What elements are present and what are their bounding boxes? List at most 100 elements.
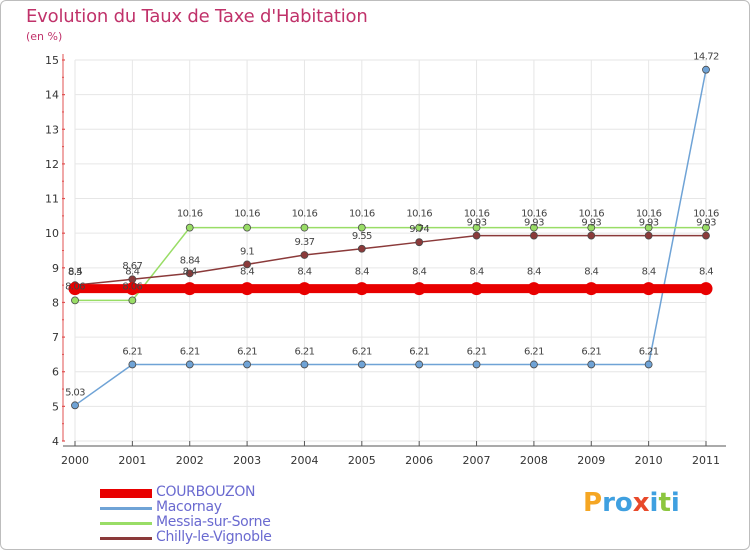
data-point-messia-sur-sorne (415, 223, 424, 232)
data-point-macornay (472, 360, 481, 369)
legend-item-messia: Messia-sur-Sorne (100, 514, 400, 531)
chart-title: Evolution du Taux de Taxe d'Habitation (26, 6, 368, 27)
x-tick-label: 2010 (635, 454, 663, 467)
data-point-chilly-le-vignoble (300, 251, 309, 259)
data-point-macornay (128, 360, 137, 369)
data-label-chilly-le-vignoble: 9.37 (295, 237, 315, 248)
logo-letter: i (649, 488, 659, 518)
data-label-macornay: 6.21 (524, 346, 544, 357)
data-label-macornay: 6.21 (352, 346, 372, 357)
data-label-messia-sur-sorne: 10.16 (464, 209, 490, 220)
data-label-chilly-le-vignoble: 8.5 (68, 267, 82, 278)
data-label-messia-sur-sorne: 10.16 (292, 209, 318, 220)
data-label-messia-sur-sorne: 10.16 (521, 209, 547, 220)
data-label-chilly-le-vignoble: 9.93 (639, 218, 659, 229)
y-tick-label: 11 (45, 193, 59, 206)
x-tick-label: 2008 (520, 454, 548, 467)
legend-label-messia: Messia-sur-Sorne (156, 514, 271, 530)
data-point-messia-sur-sorne (644, 223, 653, 232)
y-tick-label: 8 (52, 296, 59, 309)
data-label-chilly-le-vignoble: 9.1 (240, 246, 254, 257)
data-point-chilly-le-vignoble (185, 269, 194, 278)
y-tick-label: 6 (52, 366, 59, 379)
legend-item-macornay: Macornay (100, 499, 400, 516)
data-label-chilly-le-vignoble: 9.93 (581, 218, 601, 229)
data-point-macornay (300, 360, 309, 369)
data-point-messia-sur-sorne (243, 223, 251, 232)
legend-swatch-courbouzon (100, 489, 152, 498)
logo-letter: t (658, 488, 671, 518)
chart-subtitle: (en %) (26, 30, 63, 43)
data-label-courbouzon: 8.4 (240, 267, 254, 278)
data-point-messia-sur-sorne (530, 223, 538, 232)
data-point-chilly-le-vignoble (587, 231, 596, 240)
legend-label-chilly: Chilly-le-Vignoble (156, 529, 272, 545)
x-tick-label: 2009 (577, 454, 605, 467)
legend: COURBOUZON Macornay Messia-sur-Sorne Chi… (100, 484, 400, 546)
data-point-courbouzon (68, 282, 82, 296)
grid (74, 59, 707, 442)
logo-letter: P (583, 488, 603, 518)
data-label-chilly-le-vignoble: 9.93 (696, 218, 716, 229)
y-tick-label: 15 (45, 54, 59, 67)
logo-letter: i (670, 488, 680, 518)
legend-label-macornay: Macornay (156, 499, 222, 515)
data-point-courbouzon (527, 282, 541, 296)
data-label-macornay: 6.21 (122, 346, 142, 357)
data-label-courbouzon: 8.4 (297, 267, 311, 278)
x-tick-label: 2003 (233, 454, 261, 467)
logo-letter: r (602, 488, 615, 518)
data-label-messia-sur-sorne: 10.16 (693, 209, 719, 220)
data-point-messia-sur-sorne (300, 223, 309, 232)
data-point-messia-sur-sorne (702, 223, 710, 232)
data-point-courbouzon (125, 282, 139, 296)
legend-swatch-macornay-bar (100, 507, 152, 510)
data-point-macornay (530, 360, 538, 369)
x-tick-label: 2005 (348, 454, 376, 467)
data-label-macornay: 6.21 (639, 346, 659, 357)
data-point-courbouzon (297, 282, 311, 296)
data-point-macornay (243, 360, 251, 369)
data-label-courbouzon: 8.4 (355, 267, 369, 278)
data-point-courbouzon (642, 282, 656, 296)
data-label-chilly-le-vignoble: 9.93 (524, 218, 544, 229)
data-label-courbouzon: 8.4 (412, 267, 426, 278)
data-label-courbouzon: 8.4 (183, 267, 197, 278)
x-tick-label: 2011 (692, 454, 720, 467)
data-label-courbouzon: 8.4 (642, 267, 656, 278)
series-line-chilly-le-vignoble (74, 234, 707, 286)
data-label-chilly-le-vignoble: 8.67 (122, 261, 142, 272)
data-point-courbouzon (355, 282, 369, 296)
data-point-macornay (185, 360, 194, 369)
y-tick-label: 5 (52, 400, 59, 413)
data-label-courbouzon: 8.4 (68, 267, 82, 278)
data-label-macornay: 5.03 (65, 387, 85, 398)
legend-swatch-messia (100, 522, 152, 525)
proxiti-logo: Proxiti (583, 488, 680, 518)
data-point-courbouzon (240, 282, 254, 296)
data-label-messia-sur-sorne: 10.16 (177, 209, 203, 220)
data-point-messia-sur-sorne (71, 296, 79, 305)
data-label-messia-sur-sorne: 8.06 (122, 281, 142, 292)
legend-swatch-chilly (100, 537, 152, 540)
axes: 4 5 6 7 8 9 10 11 12 13 14 15 2000 2001 2002 2003 2004 20… (45, 54, 726, 467)
y-tick-label: 10 (45, 227, 59, 240)
x-tick-label: 2002 (176, 454, 204, 467)
data-point-macornay (644, 360, 653, 369)
data-point-messia-sur-sorne (185, 223, 194, 232)
legend-swatch-messia-bar (100, 522, 152, 525)
data-label-courbouzon: 8.4 (469, 267, 483, 278)
data-point-courbouzon (584, 282, 598, 296)
x-tick-label: 2001 (118, 454, 146, 467)
data-label-messia-sur-sorne: 10.16 (578, 209, 604, 220)
x-tick-label: 2004 (290, 454, 318, 467)
series-line-messia-sur-sorne (74, 226, 707, 302)
data-label-messia-sur-sorne: 8.06 (65, 281, 85, 292)
data-labels: 5.03 6.21 6.21 6.21 6.21 6.21 6.21 6.21 6.21 6.21… (65, 52, 720, 399)
data-label-macornay: 14.72 (693, 52, 719, 63)
y-tick-label: 14 (45, 89, 59, 102)
legend-swatch-chilly-bar (100, 537, 152, 540)
legend-label-courbouzon: COURBOUZON (156, 484, 256, 500)
data-point-chilly-le-vignoble (415, 238, 424, 247)
